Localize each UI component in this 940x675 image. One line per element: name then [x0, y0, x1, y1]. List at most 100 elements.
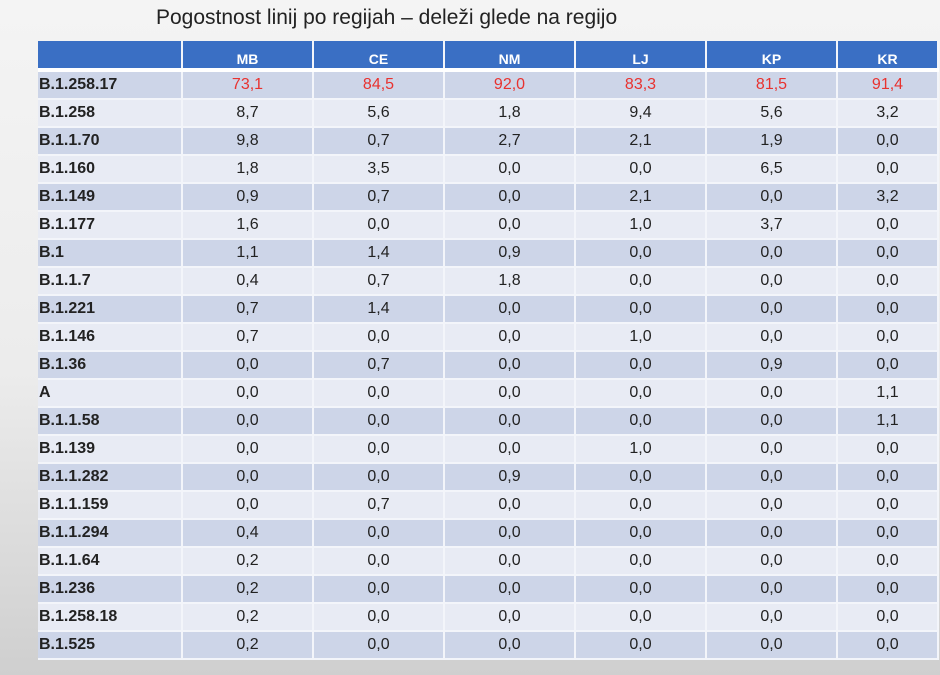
value-cell-mb: 0,7 [182, 295, 314, 324]
lineage-label: B.1.146 [38, 323, 183, 352]
value-cell-mb: 1,6 [182, 211, 314, 240]
value-cell-nm: 0,0 [444, 351, 576, 380]
value-cell-ce: 0,0 [313, 379, 445, 408]
value-cell-kp: 0,0 [706, 463, 838, 492]
value-cell-mb: 0,0 [182, 407, 314, 436]
value-cell-kp: 0,0 [706, 519, 838, 548]
value-cell-nm: 0,0 [444, 519, 576, 548]
lineage-label: B.1.149 [38, 183, 183, 212]
column-header-mb: MB [182, 41, 314, 72]
value-cell-mb: 0,2 [182, 547, 314, 576]
value-cell-kp: 3,7 [706, 211, 838, 240]
value-cell-mb: 0,2 [182, 631, 314, 660]
value-cell-nm: 0,0 [444, 379, 576, 408]
lineage-label: B.1.525 [38, 631, 183, 660]
value-cell-lj: 0,0 [575, 155, 707, 184]
value-cell-ce: 0,0 [313, 323, 445, 352]
lineage-label: B.1.177 [38, 211, 183, 240]
value-cell-ce: 3,5 [313, 155, 445, 184]
table-row: B.1.258 8,7 5,6 1,8 9,4 5,6 3,2 [38, 99, 939, 128]
table-row: B.1.221 0,7 1,4 0,0 0,0 0,0 0,0 [38, 295, 939, 324]
value-cell-lj: 0,0 [575, 407, 707, 436]
value-cell-kp: 0,0 [706, 295, 838, 324]
value-cell-nm: 0,0 [444, 407, 576, 436]
value-cell-nm: 2,7 [444, 127, 576, 156]
lineage-label: B.1.258.17 [38, 70, 183, 100]
table-row: B.1.258.18 0,2 0,0 0,0 0,0 0,0 0,0 [38, 603, 939, 632]
value-cell-kp: 0,9 [706, 351, 838, 380]
lineage-label: B.1.1.282 [38, 463, 183, 492]
value-cell-mb: 1,8 [182, 155, 314, 184]
value-cell-kr: 0,0 [837, 519, 939, 548]
value-cell-lj: 1,0 [575, 435, 707, 464]
value-cell-kp: 1,9 [706, 127, 838, 156]
lineage-label: B.1.1.294 [38, 519, 183, 548]
value-cell-nm: 1,8 [444, 99, 576, 128]
value-cell-kp: 0,0 [706, 183, 838, 212]
value-cell-lj: 0,0 [575, 463, 707, 492]
value-cell-nm: 0,0 [444, 211, 576, 240]
value-cell-kr: 0,0 [837, 631, 939, 660]
lineage-label: B.1.160 [38, 155, 183, 184]
lineage-label: B.1.258.18 [38, 603, 183, 632]
value-cell-ce: 1,4 [313, 295, 445, 324]
lineage-label: B.1.139 [38, 435, 183, 464]
value-cell-kr: 0,0 [837, 603, 939, 632]
table-row: B.1.139 0,0 0,0 0,0 1,0 0,0 0,0 [38, 435, 939, 464]
value-cell-mb: 9,8 [182, 127, 314, 156]
value-cell-nm: 0,0 [444, 295, 576, 324]
column-header-ce: CE [313, 41, 445, 72]
value-cell-kp: 81,5 [706, 70, 838, 100]
value-cell-kr: 0,0 [837, 575, 939, 604]
value-cell-kp: 5,6 [706, 99, 838, 128]
value-cell-lj: 0,0 [575, 379, 707, 408]
value-cell-nm: 0,0 [444, 547, 576, 576]
value-cell-ce: 0,0 [313, 463, 445, 492]
value-cell-kr: 0,0 [837, 351, 939, 380]
value-cell-nm: 0,0 [444, 155, 576, 184]
value-cell-ce: 5,6 [313, 99, 445, 128]
value-cell-nm: 0,9 [444, 239, 576, 268]
value-cell-mb: 8,7 [182, 99, 314, 128]
table-row: B.1.1.7 0,4 0,7 1,8 0,0 0,0 0,0 [38, 267, 939, 296]
value-cell-ce: 84,5 [313, 70, 445, 100]
value-cell-kp: 0,0 [706, 603, 838, 632]
lineage-label: B.1.1.58 [38, 407, 183, 436]
value-cell-nm: 0,0 [444, 631, 576, 660]
value-cell-nm: 0,0 [444, 491, 576, 520]
table-row: B.1.1.64 0,2 0,0 0,0 0,0 0,0 0,0 [38, 547, 939, 576]
table-row: A 0,0 0,0 0,0 0,0 0,0 1,1 [38, 379, 939, 408]
lineage-label: B.1.1.159 [38, 491, 183, 520]
value-cell-nm: 0,0 [444, 575, 576, 604]
value-cell-ce: 1,4 [313, 239, 445, 268]
value-cell-mb: 0,0 [182, 351, 314, 380]
value-cell-lj: 0,0 [575, 351, 707, 380]
value-cell-lj: 0,0 [575, 267, 707, 296]
value-cell-lj: 1,0 [575, 211, 707, 240]
value-cell-mb: 0,7 [182, 323, 314, 352]
table-row: B.1.1.159 0,0 0,7 0,0 0,0 0,0 0,0 [38, 491, 939, 520]
value-cell-kp: 0,0 [706, 435, 838, 464]
value-cell-kp: 0,0 [706, 267, 838, 296]
table-row: B.1.160 1,8 3,5 0,0 0,0 6,5 0,0 [38, 155, 939, 184]
value-cell-kr: 3,2 [837, 99, 939, 128]
lineage-label: B.1.1.70 [38, 127, 183, 156]
table-row: B.1.525 0,2 0,0 0,0 0,0 0,0 0,0 [38, 631, 939, 660]
column-header-lineage [38, 41, 183, 72]
value-cell-mb: 0,4 [182, 519, 314, 548]
value-cell-ce: 0,7 [313, 491, 445, 520]
value-cell-nm: 92,0 [444, 70, 576, 100]
table-row: B.1.36 0,0 0,7 0,0 0,0 0,9 0,0 [38, 351, 939, 380]
value-cell-lj: 0,0 [575, 491, 707, 520]
value-cell-mb: 1,1 [182, 239, 314, 268]
value-cell-kr: 0,0 [837, 155, 939, 184]
value-cell-kr: 0,0 [837, 435, 939, 464]
value-cell-kr: 0,0 [837, 211, 939, 240]
value-cell-kr: 0,0 [837, 323, 939, 352]
column-header-kp: KP [706, 41, 838, 72]
value-cell-mb: 0,0 [182, 463, 314, 492]
lineage-label: B.1.236 [38, 575, 183, 604]
value-cell-ce: 0,0 [313, 435, 445, 464]
value-cell-mb: 0,0 [182, 435, 314, 464]
value-cell-kp: 6,5 [706, 155, 838, 184]
